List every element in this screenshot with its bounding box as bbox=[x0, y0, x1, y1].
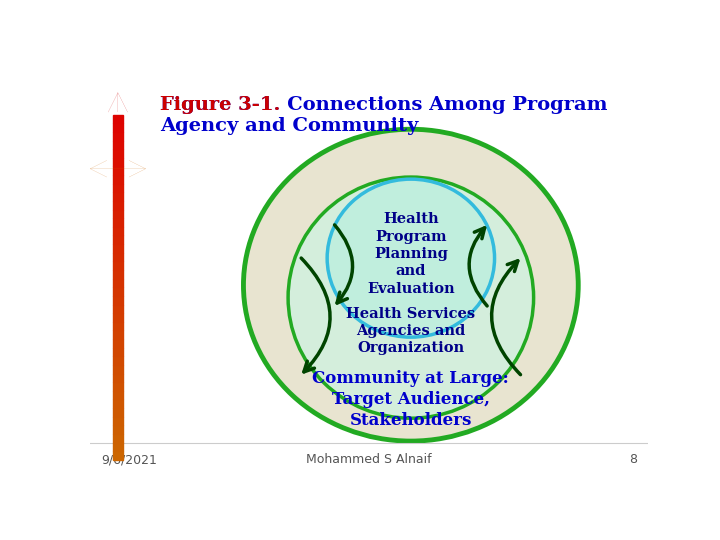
Text: Community at Large:
Target Audience,
Stakeholders: Community at Large: Target Audience, Sta… bbox=[312, 370, 509, 429]
Bar bbox=[113, 261, 123, 270]
Bar bbox=[113, 201, 123, 210]
Bar bbox=[113, 356, 123, 365]
Text: Health
Program
Planning
and
Evaluation: Health Program Planning and Evaluation bbox=[367, 212, 454, 295]
Ellipse shape bbox=[288, 177, 534, 418]
Text: Figure 3-1. Connections Among Program
Agency and Community: Figure 3-1. Connections Among Program Ag… bbox=[160, 96, 607, 135]
Bar bbox=[113, 426, 123, 434]
Bar bbox=[113, 417, 123, 426]
Bar bbox=[113, 451, 123, 460]
Bar bbox=[113, 270, 123, 279]
Bar bbox=[113, 227, 123, 235]
Bar bbox=[113, 253, 123, 261]
Bar bbox=[113, 305, 123, 313]
Bar bbox=[113, 408, 123, 417]
Bar bbox=[113, 166, 123, 175]
Bar bbox=[113, 132, 123, 140]
Text: Figure 3-1.: Figure 3-1. bbox=[160, 96, 280, 114]
Text: Mohammed S Alnaif: Mohammed S Alnaif bbox=[306, 453, 432, 467]
Bar bbox=[113, 348, 123, 356]
Bar bbox=[113, 443, 123, 451]
Bar bbox=[113, 149, 123, 158]
Text: Health Services
Agencies and
Organization: Health Services Agencies and Organizatio… bbox=[346, 307, 475, 355]
Ellipse shape bbox=[327, 179, 495, 337]
Bar bbox=[113, 296, 123, 305]
Bar bbox=[113, 218, 123, 227]
Bar bbox=[113, 365, 123, 374]
Bar bbox=[113, 339, 123, 348]
Text: 9/6/2021: 9/6/2021 bbox=[101, 453, 157, 467]
Bar bbox=[113, 210, 123, 218]
Ellipse shape bbox=[243, 129, 578, 441]
Bar bbox=[113, 114, 123, 123]
Bar bbox=[113, 434, 123, 443]
Bar bbox=[113, 322, 123, 330]
Bar bbox=[113, 400, 123, 408]
Bar bbox=[113, 175, 123, 184]
Bar bbox=[113, 330, 123, 339]
Bar bbox=[113, 192, 123, 201]
Bar bbox=[113, 235, 123, 244]
Bar bbox=[113, 382, 123, 391]
Bar bbox=[113, 391, 123, 400]
Bar bbox=[113, 279, 123, 287]
Bar bbox=[113, 287, 123, 296]
Bar bbox=[113, 184, 123, 192]
Bar bbox=[113, 123, 123, 132]
Bar bbox=[113, 313, 123, 322]
Bar bbox=[113, 374, 123, 382]
Text: 8: 8 bbox=[629, 453, 637, 467]
Bar bbox=[113, 244, 123, 253]
Bar bbox=[113, 140, 123, 149]
Bar bbox=[113, 158, 123, 166]
